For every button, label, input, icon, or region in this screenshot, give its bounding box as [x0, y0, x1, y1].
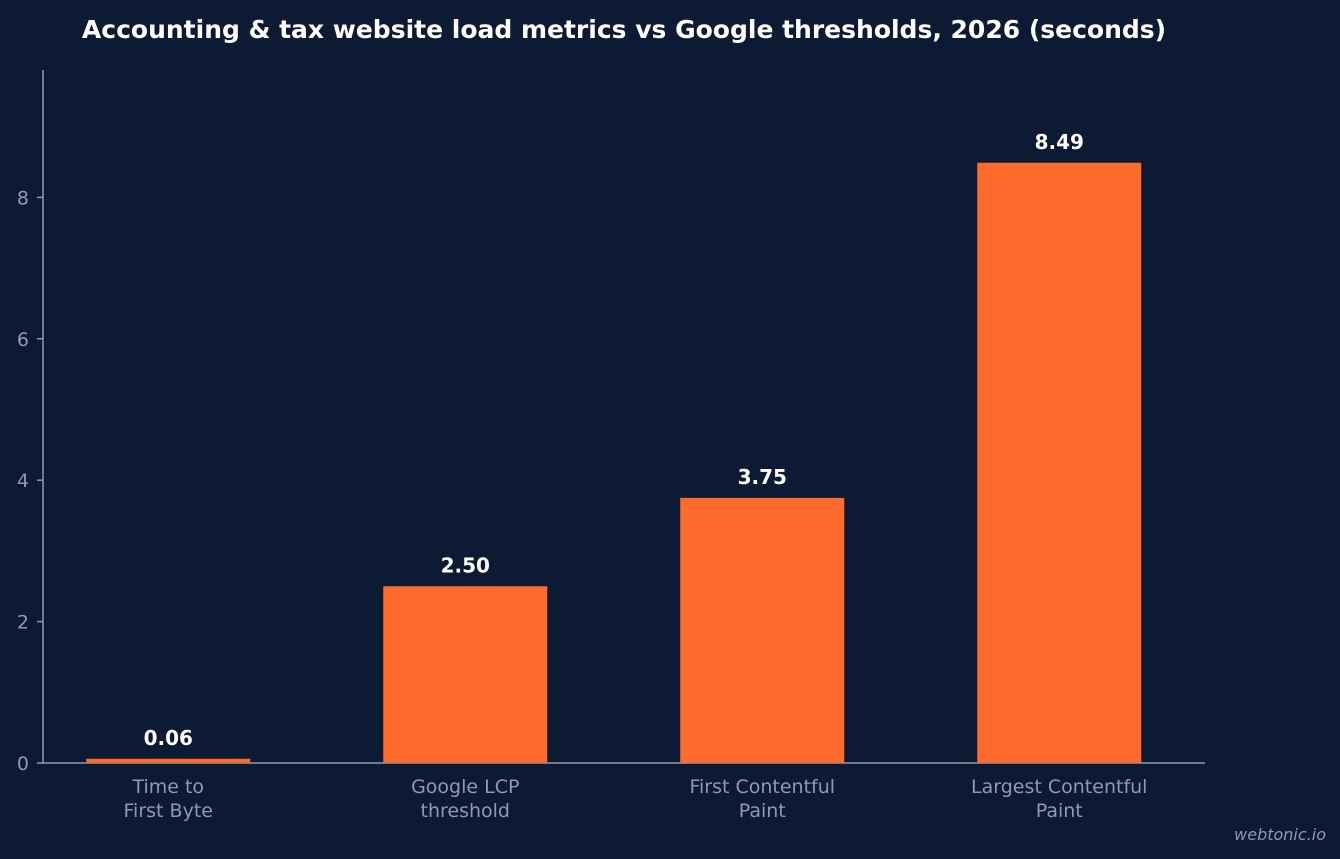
data-labels: 0.06 2.50 3.75 8.49: [144, 130, 1084, 750]
y-tick-label: 8: [17, 187, 29, 209]
category-label: Paint: [739, 800, 786, 822]
category-label: First Contentful: [689, 776, 835, 798]
category-label: Paint: [1036, 800, 1083, 822]
y-tick-label: 4: [17, 470, 29, 492]
data-label: 2.50: [441, 553, 490, 577]
y-tick-label: 2: [17, 612, 29, 634]
chart-title: Accounting & tax website load metrics vs…: [82, 15, 1166, 44]
y-tick-label: 0: [17, 753, 29, 775]
data-label: 3.75: [738, 465, 787, 489]
category-label: Time to: [131, 776, 204, 798]
category-label: First Byte: [124, 800, 213, 822]
bar: [86, 758, 251, 763]
data-label: 8.49: [1035, 130, 1084, 154]
category-label: Largest Contentful: [971, 776, 1147, 798]
bar: [383, 586, 548, 763]
data-label: 0.06: [144, 726, 193, 750]
bars: [86, 162, 1142, 763]
category-label: threshold: [421, 800, 510, 822]
bar: [977, 162, 1142, 763]
category-label: Google LCP: [411, 776, 519, 798]
y-ticks: 0 2 4 6 8: [17, 187, 43, 775]
bar: [680, 497, 845, 763]
watermark: webtonic.io: [1234, 825, 1326, 844]
y-tick-label: 6: [17, 329, 29, 351]
